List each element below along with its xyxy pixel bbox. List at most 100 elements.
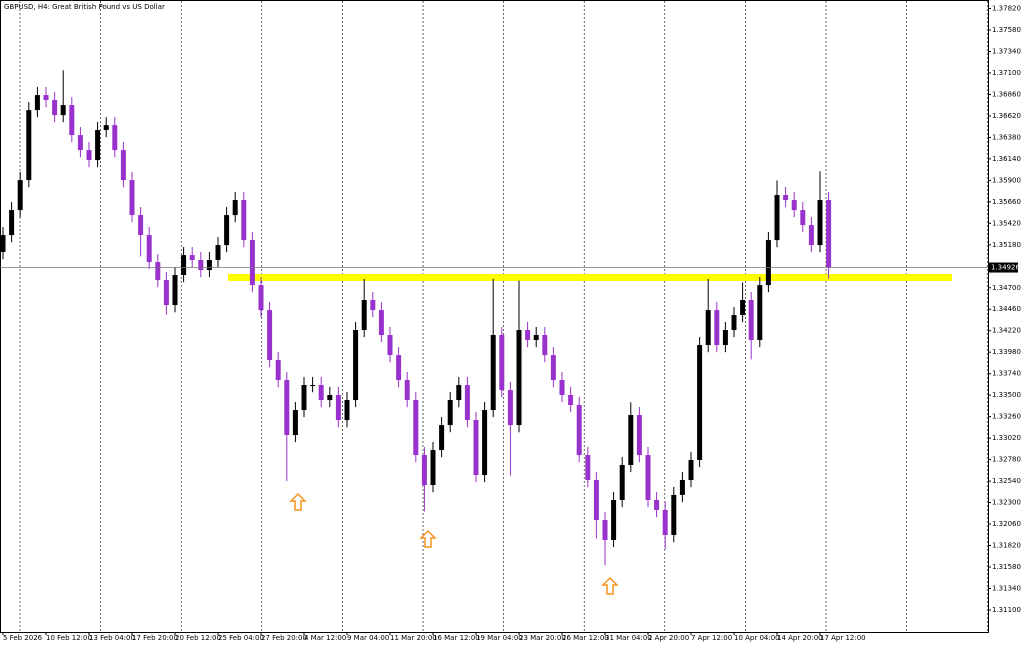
- candle-body: [0, 235, 6, 252]
- y-tick-label: 1.36860: [992, 90, 1021, 98]
- candle-body: [198, 260, 204, 271]
- y-tick-label: 1.32780: [992, 456, 1021, 464]
- candle-body: [499, 335, 505, 391]
- candle-body: [516, 330, 522, 426]
- candle-body: [697, 345, 703, 460]
- candle-body: [413, 400, 419, 456]
- x-tick-label: 13 Feb 04:00: [89, 634, 135, 642]
- candle-body: [335, 394, 341, 421]
- arrow: [419, 529, 437, 548]
- candle-body: [353, 330, 359, 401]
- candle-body: [267, 310, 273, 360]
- candle-body: [163, 280, 169, 306]
- x-tick-label: 19 Mar 04:00: [476, 634, 523, 642]
- y-tick-label: 1.33980: [992, 348, 1021, 356]
- candle-body: [181, 255, 187, 276]
- candle-body: [138, 215, 144, 236]
- candle-body: [215, 245, 221, 261]
- candle-body: [679, 480, 685, 495]
- x-tick-label: 31 Mar 04:00: [605, 634, 652, 642]
- candle-body: [688, 459, 694, 481]
- x-tick-label: 17 Feb 20:00: [132, 634, 178, 642]
- y-tick-label: 1.33260: [992, 413, 1021, 421]
- candle-body: [232, 200, 238, 216]
- y-tick-label: 1.35660: [992, 198, 1021, 206]
- candle-body: [77, 135, 83, 151]
- candle-body: [26, 110, 32, 181]
- candle-body: [120, 150, 126, 181]
- x-tick-label: 4 Mar 12:00: [304, 634, 346, 642]
- candle-body: [619, 464, 625, 500]
- y-tick-label: 1.37340: [992, 47, 1021, 55]
- x-tick-label: 11 Mar 20:00: [390, 634, 437, 642]
- x-tick-label: 10 Apr 04:00: [734, 634, 780, 642]
- candle-body: [817, 200, 823, 246]
- x-tick-label: 7 Apr 12:00: [691, 634, 732, 642]
- y-tick-label: 1.35900: [992, 176, 1021, 184]
- candle-body: [439, 425, 445, 451]
- period-separators: [19, 1, 988, 632]
- candle-body: [740, 300, 746, 316]
- y-tick-label: 1.36140: [992, 155, 1021, 163]
- x-tick-label: 27 Feb 20:00: [261, 634, 307, 642]
- candle-body: [361, 300, 367, 331]
- candle-body: [249, 240, 255, 286]
- candle-body: [421, 455, 427, 486]
- candle-body: [17, 180, 23, 211]
- y-tick-label: 1.32060: [992, 520, 1021, 528]
- x-tick-label: 2 Apr 20:00: [648, 634, 689, 642]
- candle-body: [464, 385, 470, 421]
- candle-body: [482, 410, 488, 476]
- x-tick-label: 20 Feb 12:00: [175, 634, 221, 642]
- candle-body: [9, 210, 15, 236]
- last-price-label: 1.34926: [991, 264, 1020, 272]
- candle-body: [576, 405, 582, 456]
- candle-body: [103, 125, 109, 131]
- candle-body: [628, 415, 634, 465]
- candle-body: [241, 200, 247, 241]
- candle-body: [344, 400, 350, 421]
- x-tick-label: 16 Mar 12:00: [433, 634, 480, 642]
- candle-body: [714, 310, 720, 346]
- chart-title: GBPUSD, H4: Great British Pound vs US Do…: [4, 3, 165, 11]
- x-tick-label: 23 Mar 20:00: [519, 634, 566, 642]
- y-tick-label: 1.34220: [992, 327, 1021, 335]
- candle-body: [662, 510, 668, 535]
- candle-body: [671, 494, 677, 535]
- candle-body: [748, 300, 754, 341]
- candle-body: [611, 499, 617, 540]
- candle-body: [172, 275, 178, 306]
- candle-body: [490, 335, 496, 411]
- candle-body: [155, 262, 161, 281]
- x-tick-label: 9 Mar 04:00: [347, 634, 389, 642]
- candle-body: [800, 210, 806, 226]
- price-zone: [228, 274, 952, 281]
- candle-body: [585, 455, 591, 481]
- candle-body: [301, 385, 307, 411]
- y-tick-label: 1.35180: [992, 241, 1021, 249]
- candle-body: [654, 499, 660, 511]
- candle-body: [533, 335, 539, 341]
- candle-body: [69, 105, 75, 136]
- x-tick-label: 14 Apr 20:00: [777, 634, 823, 642]
- candle-body: [284, 380, 290, 435]
- candle-body: [525, 330, 531, 341]
- candle-body: [507, 390, 513, 426]
- candle-body: [146, 235, 152, 263]
- candle-body: [396, 355, 402, 381]
- y-tick-label: 1.34700: [992, 284, 1021, 292]
- x-tick-label: 5 Feb 2026: [3, 634, 43, 642]
- arrow: [601, 576, 619, 595]
- candle-body: [456, 385, 462, 401]
- candle-body: [258, 285, 264, 311]
- candle-body: [542, 335, 548, 356]
- plot-frame: [0, 0, 989, 633]
- candle-body: [43, 95, 49, 101]
- candle-body: [224, 215, 230, 246]
- candle-body: [34, 95, 40, 111]
- candle-body: [774, 195, 780, 241]
- candle-body: [206, 260, 212, 271]
- candle-body: [310, 385, 316, 387]
- x-tick-label: 17 Apr 12:00: [820, 634, 866, 642]
